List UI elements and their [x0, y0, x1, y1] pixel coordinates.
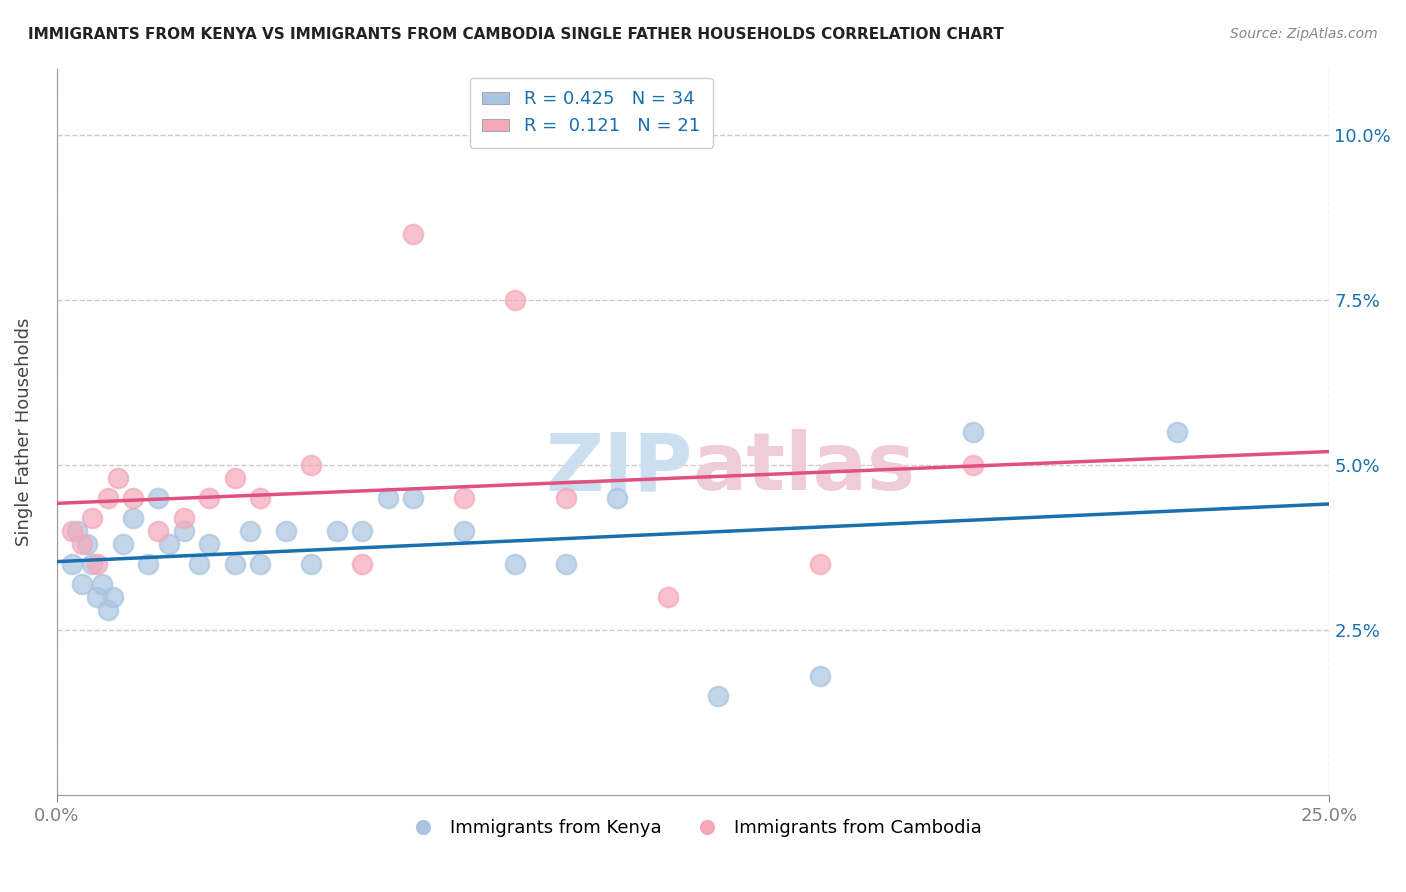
Point [657, 590, 679, 604]
Point [554, 557, 576, 571]
Legend: Immigrants from Kenya, Immigrants from Cambodia: Immigrants from Kenya, Immigrants from C… [398, 812, 988, 845]
Point [173, 511, 195, 525]
Point [70, 537, 93, 551]
Point [107, 471, 129, 485]
Point [274, 524, 297, 538]
Point [239, 524, 262, 538]
Point [76, 537, 98, 551]
Point [503, 293, 526, 307]
Point [249, 491, 271, 505]
Point [402, 491, 425, 505]
Point [82, 511, 104, 525]
Point [66, 524, 89, 538]
Point [249, 557, 271, 571]
Point [299, 458, 322, 472]
Point [299, 557, 322, 571]
Point [198, 537, 221, 551]
Point [352, 524, 374, 538]
Point [707, 690, 730, 704]
Point [352, 557, 374, 571]
Point [96, 491, 118, 505]
Point [148, 524, 170, 538]
Point [60, 557, 83, 571]
Point [453, 524, 475, 538]
Text: Source: ZipAtlas.com: Source: ZipAtlas.com [1230, 27, 1378, 41]
Point [136, 557, 159, 571]
Point [91, 577, 114, 591]
Point [808, 557, 831, 571]
Point [157, 537, 180, 551]
Point [198, 491, 221, 505]
Point [60, 524, 83, 538]
Point [606, 491, 628, 505]
Text: atlas: atlas [693, 429, 917, 508]
Y-axis label: Single Father Households: Single Father Households [15, 318, 32, 546]
Text: IMMIGRANTS FROM KENYA VS IMMIGRANTS FROM CAMBODIA SINGLE FATHER HOUSEHOLDS CORRE: IMMIGRANTS FROM KENYA VS IMMIGRANTS FROM… [28, 27, 1004, 42]
Point [70, 577, 93, 591]
Point [96, 603, 118, 617]
Point [86, 557, 108, 571]
Point [224, 557, 246, 571]
Point [1166, 425, 1188, 439]
Point [173, 524, 195, 538]
Point [101, 590, 124, 604]
Point [808, 669, 831, 683]
Point [122, 491, 145, 505]
Point [962, 425, 984, 439]
Point [122, 511, 145, 525]
Point [86, 590, 108, 604]
Point [962, 458, 984, 472]
Point [82, 557, 104, 571]
Point [402, 227, 425, 241]
Point [503, 557, 526, 571]
Point [453, 491, 475, 505]
Point [148, 491, 170, 505]
Text: ZIP: ZIP [546, 429, 693, 508]
Point [224, 471, 246, 485]
Point [325, 524, 347, 538]
Point [377, 491, 399, 505]
Point [111, 537, 134, 551]
Point [188, 557, 211, 571]
Point [554, 491, 576, 505]
